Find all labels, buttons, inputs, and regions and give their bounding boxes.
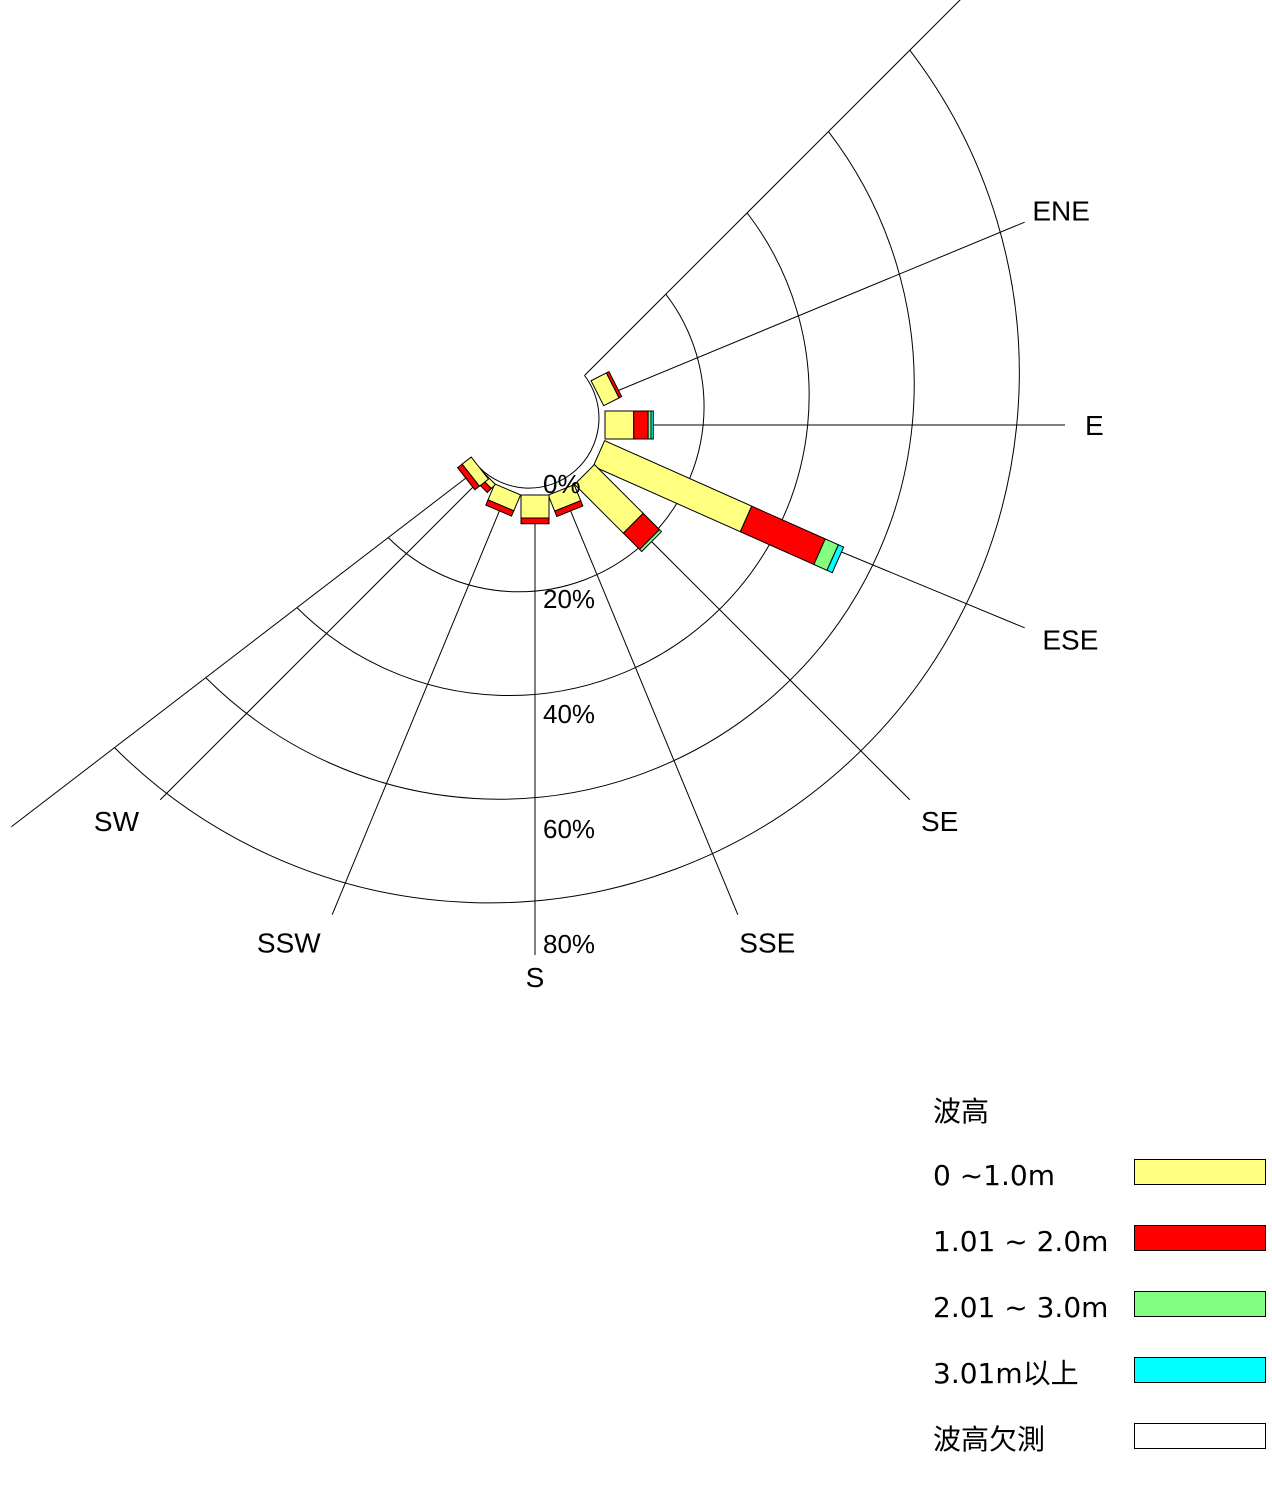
legend-title: 波高 xyxy=(933,1095,990,1128)
legend-swatch xyxy=(1134,1225,1266,1251)
direction-label: S xyxy=(526,962,545,993)
grid-ring xyxy=(114,49,1020,904)
labels-layer: ENE E ESE SE SSE S SSW SW 0% 20% 40% 60% 80% xyxy=(94,196,1104,993)
legend-swatch xyxy=(1134,1159,1266,1185)
bar-segment xyxy=(650,410,654,440)
legend-item: 3.01m以上 xyxy=(933,1356,1272,1422)
legend-item: 0 ~1.0m xyxy=(933,1158,1272,1224)
bar-segment xyxy=(826,544,845,574)
bar-segment xyxy=(739,505,826,566)
bar-segment xyxy=(456,463,481,491)
bar-segment xyxy=(633,410,649,440)
legend: 波高 0 ~1.0m 1.01 ~ 2.0m 2.01 ~ 3.0m 3.01m… xyxy=(933,1092,1272,1488)
grid-ring xyxy=(205,131,915,800)
direction-label: SE xyxy=(921,806,958,837)
direction-spoke xyxy=(159,474,486,801)
legend-label: 2.01 ~ 3.0m xyxy=(933,1291,1109,1324)
grid-ring xyxy=(479,375,600,489)
legend-swatch xyxy=(1134,1423,1266,1449)
direction-label: SW xyxy=(94,806,140,837)
legend-item: 2.01 ~ 3.0m xyxy=(933,1290,1272,1356)
direction-label: E xyxy=(1085,410,1104,441)
direction-spoke xyxy=(561,489,739,915)
direction-spoke xyxy=(331,489,509,915)
legend-swatch xyxy=(1134,1291,1266,1317)
ring-label: 0% xyxy=(543,469,581,499)
legend-label: 波高欠測 xyxy=(933,1423,1046,1456)
legend-item: 波高欠測 xyxy=(933,1422,1272,1488)
bar-segment xyxy=(604,410,635,440)
direction-label: SSW xyxy=(257,927,321,958)
ring-label: 20% xyxy=(543,584,595,614)
ring-label: 60% xyxy=(543,814,595,844)
direction-label: ESE xyxy=(1042,624,1098,655)
ring-label: 80% xyxy=(543,929,595,959)
grid-ring xyxy=(296,212,810,696)
bar-segment xyxy=(638,528,663,553)
legend-label: 3.01m以上 xyxy=(933,1357,1079,1390)
legend-item: 1.01 ~ 2.0m xyxy=(933,1224,1272,1290)
ring-label: 40% xyxy=(543,699,595,729)
bar-segment xyxy=(520,517,550,525)
polar-grid xyxy=(11,0,1065,955)
bars-layer xyxy=(456,370,845,574)
sector-boundary xyxy=(584,0,961,376)
direction-label: SSE xyxy=(739,927,795,958)
direction-label: ENE xyxy=(1032,196,1090,227)
sector-boundary xyxy=(11,467,480,828)
bar-segment xyxy=(554,500,584,518)
legend-swatch xyxy=(1134,1357,1266,1383)
direction-spoke xyxy=(599,221,1025,399)
legend-label: 0 ~1.0m xyxy=(933,1159,1055,1192)
bar-segment xyxy=(485,499,515,517)
legend-label: 1.01 ~ 2.0m xyxy=(933,1225,1109,1258)
bar-segment xyxy=(605,370,623,399)
wind-rose-chart: ENE E ESE SE SSE S SSW SW 0% 20% 40% 60% 80% xyxy=(11,0,1104,993)
